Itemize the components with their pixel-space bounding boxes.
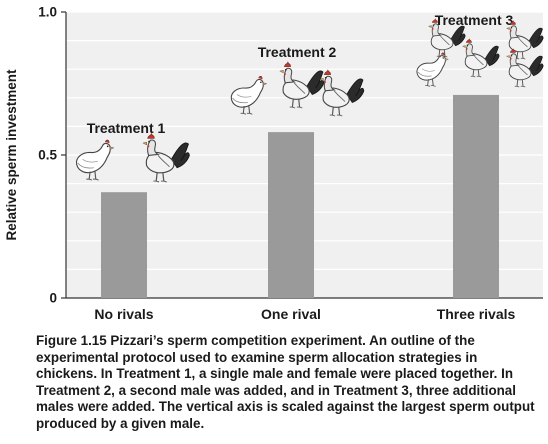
hen-icon <box>75 139 115 181</box>
rooster-icon <box>279 61 325 109</box>
y-tick-label: 1.0 <box>38 5 57 20</box>
x-tick-label: Three rivals <box>437 306 516 322</box>
rooster-icon <box>461 38 500 78</box>
caption-body: An outline of the experimental protocol … <box>36 333 535 431</box>
treatment-label: Treatment 2 <box>258 44 337 60</box>
x-tick-label: No rivals <box>94 306 153 322</box>
y-tick-label: 0 <box>49 291 57 306</box>
caption-lead: Figure 1.15 Pizzari’s sperm competition … <box>36 333 366 348</box>
treatment-label: Treatment 1 <box>87 120 166 136</box>
bar-3 <box>453 94 499 298</box>
hen-icon <box>230 76 268 115</box>
rooster-icon <box>142 132 190 183</box>
y-tick-label: 0.5 <box>38 148 57 163</box>
rooster-icon <box>319 69 365 117</box>
bar-2 <box>268 132 314 298</box>
rooster-icon <box>505 20 544 60</box>
y-axis-label: Relative sperm investment <box>4 69 19 241</box>
rooster-icon <box>427 18 466 58</box>
rooster-icon <box>505 48 544 88</box>
x-tick-label: One rival <box>261 306 321 322</box>
figure-caption: Figure 1.15 Pizzari’s sperm competition … <box>36 333 542 433</box>
hen-icon <box>416 52 449 87</box>
bar-1 <box>101 192 147 298</box>
treatment-label: Treatment 3 <box>435 12 514 28</box>
bar-chart: 0 0.5 1.0 Relative sperm investment No rival… <box>4 5 544 322</box>
